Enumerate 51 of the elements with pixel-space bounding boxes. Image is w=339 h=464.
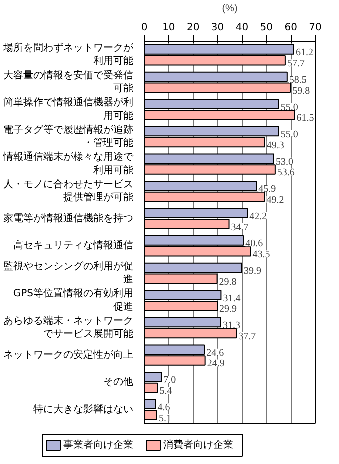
x-tick-label: 20: [186, 22, 200, 34]
data-label: 61.5: [296, 113, 314, 124]
x-tick-label: 40: [236, 22, 249, 34]
data-label: 45.9: [258, 184, 276, 196]
x-tick-label: 60: [284, 22, 298, 34]
data-label: 39.9: [244, 266, 262, 277]
data-label: 58.5: [289, 74, 307, 86]
data-label: 7.0: [164, 375, 176, 386]
data-label: 4.6: [158, 402, 170, 414]
y-tick-label: 場所を問わずネットワークが利用可能: [2, 42, 134, 68]
data-label: 42.2: [250, 211, 268, 222]
y-tick-label: 大容量の情報を安価で受発信可能: [4, 69, 134, 95]
data-label: 55.0: [280, 130, 298, 141]
legend-label: 事業者向け企業: [64, 439, 134, 451]
y-tick-label: GPS等位置情報の有効利用促進: [13, 288, 134, 313]
y-tick-label: 簡単操作で情報通信機器が利用可能: [4, 96, 134, 122]
y-tick-label: あらゆる端末・ネットワークでサービス展開可能: [4, 314, 134, 340]
x-tick-label: 10: [162, 22, 176, 34]
legend-label: 消費者向け企業: [164, 439, 234, 451]
data-label: 40.6: [246, 238, 264, 250]
y-tick-label: 家電等が情報通信機能を持つ: [4, 212, 134, 224]
data-label: 37.7: [238, 331, 256, 342]
y-tick-label: その他: [104, 376, 134, 388]
data-label: 31.4: [223, 293, 241, 304]
data-label: 29.9: [220, 304, 238, 316]
data-label: 5.4: [160, 386, 172, 398]
data-label: 59.8: [292, 86, 310, 97]
data-label: 24.6: [206, 348, 224, 359]
y-tick-label: 電子タグ等で履歴情報が追跡・管理可能: [4, 124, 134, 150]
x-tick-label: 50: [260, 22, 274, 34]
data-label: 57.7: [287, 58, 305, 70]
data-label: 29.8: [219, 276, 237, 288]
data-label: 49.2: [266, 195, 284, 206]
x-axis-title: (%): [222, 4, 238, 14]
y-tick-label: 特に大きな影響はない: [34, 403, 134, 416]
x-tick-label: 30: [211, 22, 224, 34]
data-label: 43.5: [252, 250, 270, 261]
data-label: 34.7: [231, 222, 249, 234]
x-tick-label: 0: [141, 22, 148, 34]
data-label: 61.2: [296, 48, 314, 59]
data-label: 24.9: [207, 358, 225, 370]
y-tick-label: 監視やセンシングの利用が促進: [4, 260, 134, 286]
x-tick-label: 70: [309, 22, 322, 34]
data-label: 53.6: [277, 168, 295, 179]
y-tick-label: 高セキュリティな情報通信: [14, 240, 134, 252]
data-label: 5.1: [158, 413, 172, 424]
y-tick-label: 人・モノに合わせたサービス提供管理が可能: [4, 178, 134, 204]
y-tick-label: ネットワークの安定性が向上: [4, 348, 134, 361]
y-tick-label: 情報通信端末が様々な用途で利用可能: [2, 151, 134, 176]
data-label: 53.0: [276, 156, 294, 168]
data-label: 49.3: [266, 140, 284, 152]
